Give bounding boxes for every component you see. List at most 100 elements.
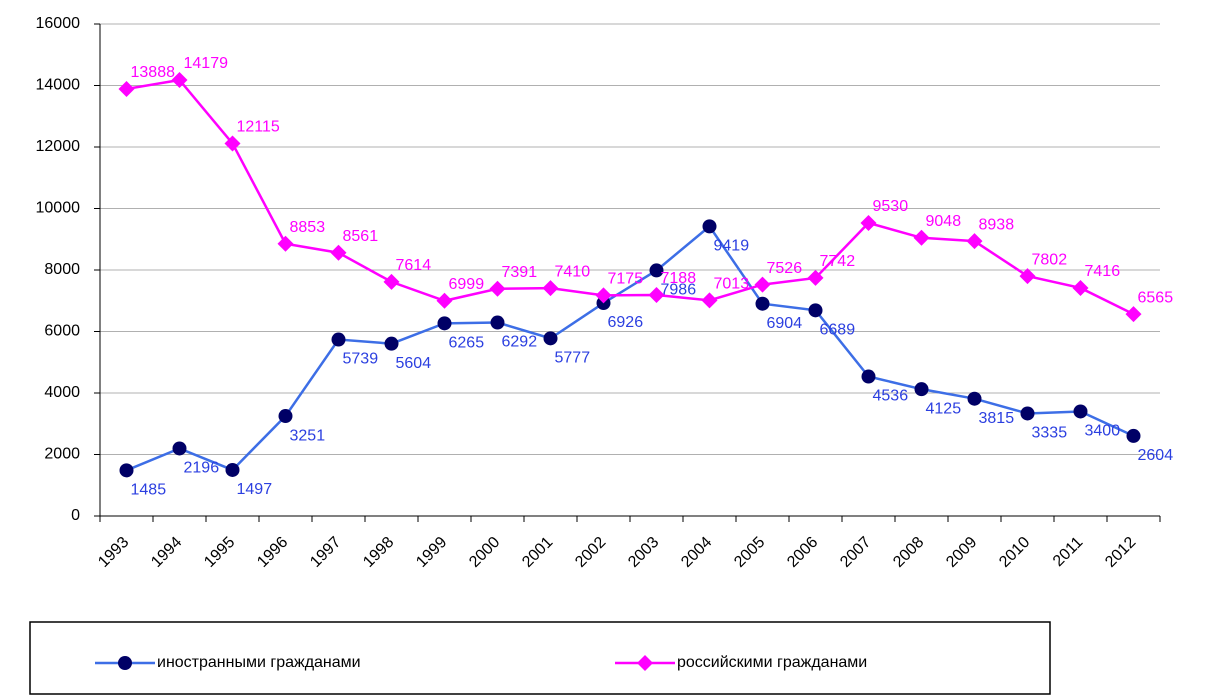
marker [118,80,135,97]
marker [490,315,505,330]
data-label: 7410 [555,263,591,280]
data-label: 7802 [1032,251,1068,268]
data-label: 6926 [608,314,644,331]
marker [807,269,824,286]
marker [225,462,240,477]
data-label: 5739 [343,351,379,368]
data-label: 7742 [820,253,856,270]
x-tick-label: 2005 [731,534,768,571]
data-label: 13888 [131,64,176,81]
data-label: 7175 [608,271,644,288]
data-label: 7391 [502,264,538,281]
data-label: 3815 [979,410,1015,427]
x-tick-label: 1999 [413,534,450,571]
data-label: 5777 [555,350,591,367]
marker [224,135,241,152]
data-label: 7013 [714,276,750,293]
y-tick-label: 8000 [44,261,80,278]
y-tick-label: 16000 [36,15,81,32]
data-label: 1497 [237,481,273,498]
marker [119,463,134,478]
data-label: 5604 [396,355,432,372]
marker [861,369,876,384]
y-tick-label: 10000 [36,200,81,217]
marker [701,292,718,309]
data-label: 14179 [184,55,229,72]
line [126,78,1135,316]
x-tick-label: 1994 [148,534,185,571]
marker [542,280,559,297]
x-tick-label: 2012 [1102,534,1139,571]
marker [637,655,653,671]
x-tick-label: 1997 [307,534,344,571]
marker [331,332,346,347]
marker [489,280,506,297]
y-tick-label: 14000 [36,77,81,94]
data-label: 6565 [1138,289,1174,306]
data-label: 9419 [714,238,750,255]
data-label: 6265 [449,335,485,352]
marker [543,331,558,346]
legend-box [29,621,1051,695]
marker [330,244,347,261]
data-label: 2604 [1138,447,1174,464]
marker [967,391,982,406]
marker [436,292,453,309]
data-label: 12115 [237,119,280,136]
data-label: 9530 [873,198,909,215]
marker [914,382,929,397]
x-tick-label: 1996 [254,534,291,571]
marker [172,441,187,456]
marker [383,273,400,290]
data-label: 4536 [873,388,909,405]
marker [913,229,930,246]
marker [755,296,770,311]
legend-label: российскими гражданами [677,654,867,671]
y-tick-label: 6000 [44,323,80,340]
data-label: 7188 [661,270,697,287]
y-tick-label: 2000 [44,446,80,463]
marker [171,71,188,88]
x-tick-label: 2004 [678,534,715,571]
x-tick-label: 1995 [201,534,238,571]
marker [1020,406,1035,421]
x-tick-label: 2000 [466,534,503,571]
x-tick-label: 2007 [837,534,874,571]
data-label: 7526 [767,260,803,277]
data-label: 3400 [1085,423,1121,440]
marker [278,409,293,424]
x-tick-label: 2002 [572,534,609,571]
line [126,224,1135,472]
data-label: 2196 [184,460,220,477]
marker [1126,428,1141,443]
marker [1019,268,1036,285]
y-tick-label: 4000 [44,384,80,401]
y-tick-label: 12000 [36,138,81,155]
marker [118,656,132,670]
data-label: 8938 [979,216,1015,233]
x-tick-label: 2008 [890,534,927,571]
marker [1072,279,1089,296]
marker [966,233,983,250]
marker [1073,404,1088,419]
marker [437,316,452,331]
x-tick-label: 2009 [943,534,980,571]
legend-label: иностранными гражданами [157,654,361,671]
marker [702,219,717,234]
x-tick-label: 2006 [784,534,821,571]
marker [277,235,294,252]
marker [860,214,877,231]
data-label: 6904 [767,315,803,332]
data-label: 6999 [449,276,485,293]
data-label: 8561 [343,228,379,245]
x-tick-label: 2010 [996,534,1033,571]
data-label: 8853 [290,219,326,236]
x-tick-label: 2003 [625,534,662,571]
marker [808,303,823,318]
marker [754,276,771,293]
x-tick-label: 1998 [360,534,397,571]
marker [384,336,399,351]
data-label: 3335 [1032,425,1068,442]
data-label: 6292 [502,334,538,351]
